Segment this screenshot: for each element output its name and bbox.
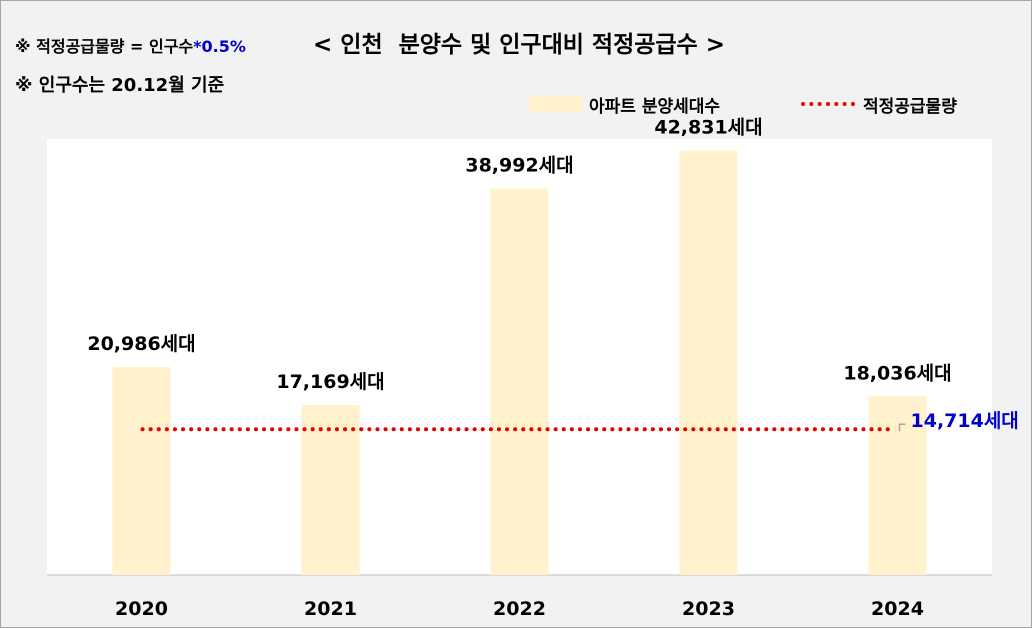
legend-bar-swatch <box>529 96 583 112</box>
bar-value-label: 17,169세대 <box>276 371 384 393</box>
bar-2023 <box>679 150 738 575</box>
formula-note: ※ 적정공급물량 = 인구수*0.5% <box>15 33 246 57</box>
x-tick-label: 2024 <box>871 598 924 620</box>
legend-line-label: 적정공급물량 <box>863 96 957 117</box>
formula-suffix: *0.5% <box>193 37 246 56</box>
chart-title: < 인천 분양수 및 인구대비 적정공급수 > <box>313 32 725 58</box>
bar-value-label: 18,036세대 <box>843 362 951 384</box>
bar-2022 <box>490 188 549 575</box>
target-line-label: 14,714세대 <box>911 410 1019 432</box>
legend-item-bar: 아파트 분양세대수 <box>529 93 721 117</box>
bar-value-label: 20,986세대 <box>87 333 195 355</box>
legend-bar-label: 아파트 분양세대수 <box>589 96 721 117</box>
formula-prefix: ※ 적정공급물량 = 인구수 <box>15 37 194 56</box>
x-tick-label: 2021 <box>304 598 357 620</box>
bar-2024 <box>868 396 927 575</box>
target-line-leader <box>898 423 906 432</box>
x-tick-label: 2020 <box>115 598 168 620</box>
bar-value-label: 42,831세대 <box>654 117 762 139</box>
x-tick-label: 2023 <box>682 598 735 620</box>
legend-item-line: 적정공급물량 <box>801 93 957 117</box>
bar-value-label: 38,992세대 <box>465 155 573 177</box>
x-tick-label: 2022 <box>493 598 546 620</box>
basis-note: ※ 인구수는 20.12월 기준 <box>15 75 225 96</box>
bar-2021 <box>301 404 360 575</box>
bar-2020 <box>112 367 171 575</box>
legend-line-swatch <box>801 102 855 106</box>
